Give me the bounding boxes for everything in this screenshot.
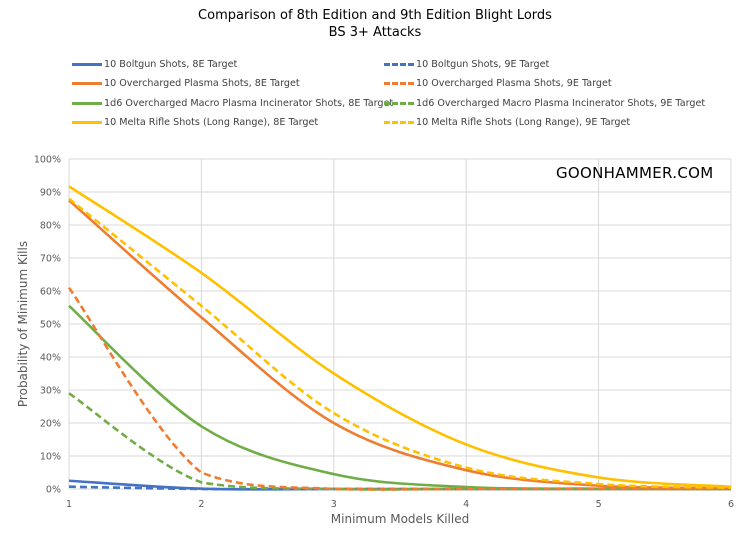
- legend-swatch: [72, 121, 102, 124]
- y-axis-label: Probability of Minimum Kills: [16, 240, 30, 408]
- gridlines: [68, 158, 732, 490]
- y-tick-label: 40%: [40, 353, 61, 364]
- y-tick-label: 0%: [46, 485, 61, 496]
- legend-swatch: [72, 82, 102, 85]
- legend-item-plasma-9e: 10 Overcharged Plasma Shots, 9E Target: [384, 75, 612, 93]
- legend-label: 10 Melta Rifle Shots (Long Range), 8E Ta…: [104, 117, 319, 128]
- x-axis-label: Minimum Models Killed: [330, 512, 470, 526]
- legend-label: 1d6 Overcharged Macro Plasma Incinerator…: [416, 97, 706, 109]
- y-tick-label: 60%: [40, 287, 61, 298]
- legend-label: 10 Melta Rifle Shots (Long Range), 9E Ta…: [416, 117, 631, 128]
- legend-swatch: [384, 121, 414, 124]
- x-tick-label: 4: [463, 499, 469, 510]
- legend-item-boltgun-8e: 10 Boltgun Shots, 8E Target: [72, 55, 237, 73]
- y-tick-label: 10%: [40, 452, 61, 463]
- y-axis-ticks: 0% 10% 20% 30% 40% 50% 60% 70% 80% 90% 100%: [34, 155, 61, 496]
- chart-title: Comparison of 8th Edition and 9th Editio…: [198, 8, 552, 23]
- legend-swatch: [384, 82, 414, 85]
- x-tick-label: 6: [728, 499, 734, 510]
- series-lines: [67, 185, 732, 491]
- legend-item-melta-8e: 10 Melta Rifle Shots (Long Range), 8E Ta…: [72, 114, 318, 132]
- legend-label: 10 Boltgun Shots, 9E Target: [416, 58, 550, 70]
- y-tick-label: 90%: [40, 188, 61, 199]
- series-line-4: [68, 304, 732, 491]
- series-line-2: [68, 199, 732, 490]
- legend-label: 10 Boltgun Shots, 8E Target: [104, 58, 238, 70]
- legend-item-macro-9e: 1d6 Overcharged Macro Plasma Incinerator…: [384, 94, 705, 112]
- y-tick-label: 50%: [40, 320, 61, 331]
- legend-item-macro-8e: 1d6 Overcharged Macro Plasma Incinerator…: [72, 94, 393, 112]
- x-tick-label: 1: [66, 499, 72, 510]
- y-tick-label: 20%: [40, 419, 61, 430]
- legend-label: 1d6 Overcharged Macro Plasma Incinerator…: [104, 97, 394, 109]
- y-tick-label: 80%: [40, 221, 61, 232]
- y-tick-label: 70%: [40, 254, 61, 265]
- legend-swatch: [72, 101, 102, 105]
- x-tick-label: 2: [198, 499, 204, 510]
- series-line-6: [68, 185, 732, 488]
- legend-swatch: [384, 101, 414, 105]
- legend-item-plasma-8e: 10 Overcharged Plasma Shots, 8E Target: [72, 75, 300, 93]
- x-axis-ticks: 1 2 3 4 5 6: [66, 499, 734, 510]
- x-tick-label: 3: [331, 499, 337, 510]
- legend-label: 10 Overcharged Plasma Shots, 8E Target: [104, 78, 300, 89]
- legend-label: 10 Overcharged Plasma Shots, 9E Target: [416, 78, 612, 89]
- x-tick-label: 5: [596, 499, 602, 510]
- chart-subtitle: BS 3+ Attacks: [328, 25, 422, 40]
- watermark: GOONHAMMER.COM: [556, 164, 714, 182]
- y-tick-label: 100%: [34, 155, 61, 166]
- legend-item-boltgun-9e: 10 Boltgun Shots, 9E Target: [384, 55, 549, 73]
- y-tick-label: 30%: [40, 386, 61, 397]
- series-line-5: [68, 392, 731, 491]
- legend-swatch: [72, 62, 102, 66]
- series-line-7: [68, 197, 732, 489]
- legend-swatch: [384, 62, 414, 66]
- legend-item-melta-9e: 10 Melta Rifle Shots (Long Range), 9E Ta…: [384, 114, 630, 132]
- series-line-3: [67, 286, 731, 491]
